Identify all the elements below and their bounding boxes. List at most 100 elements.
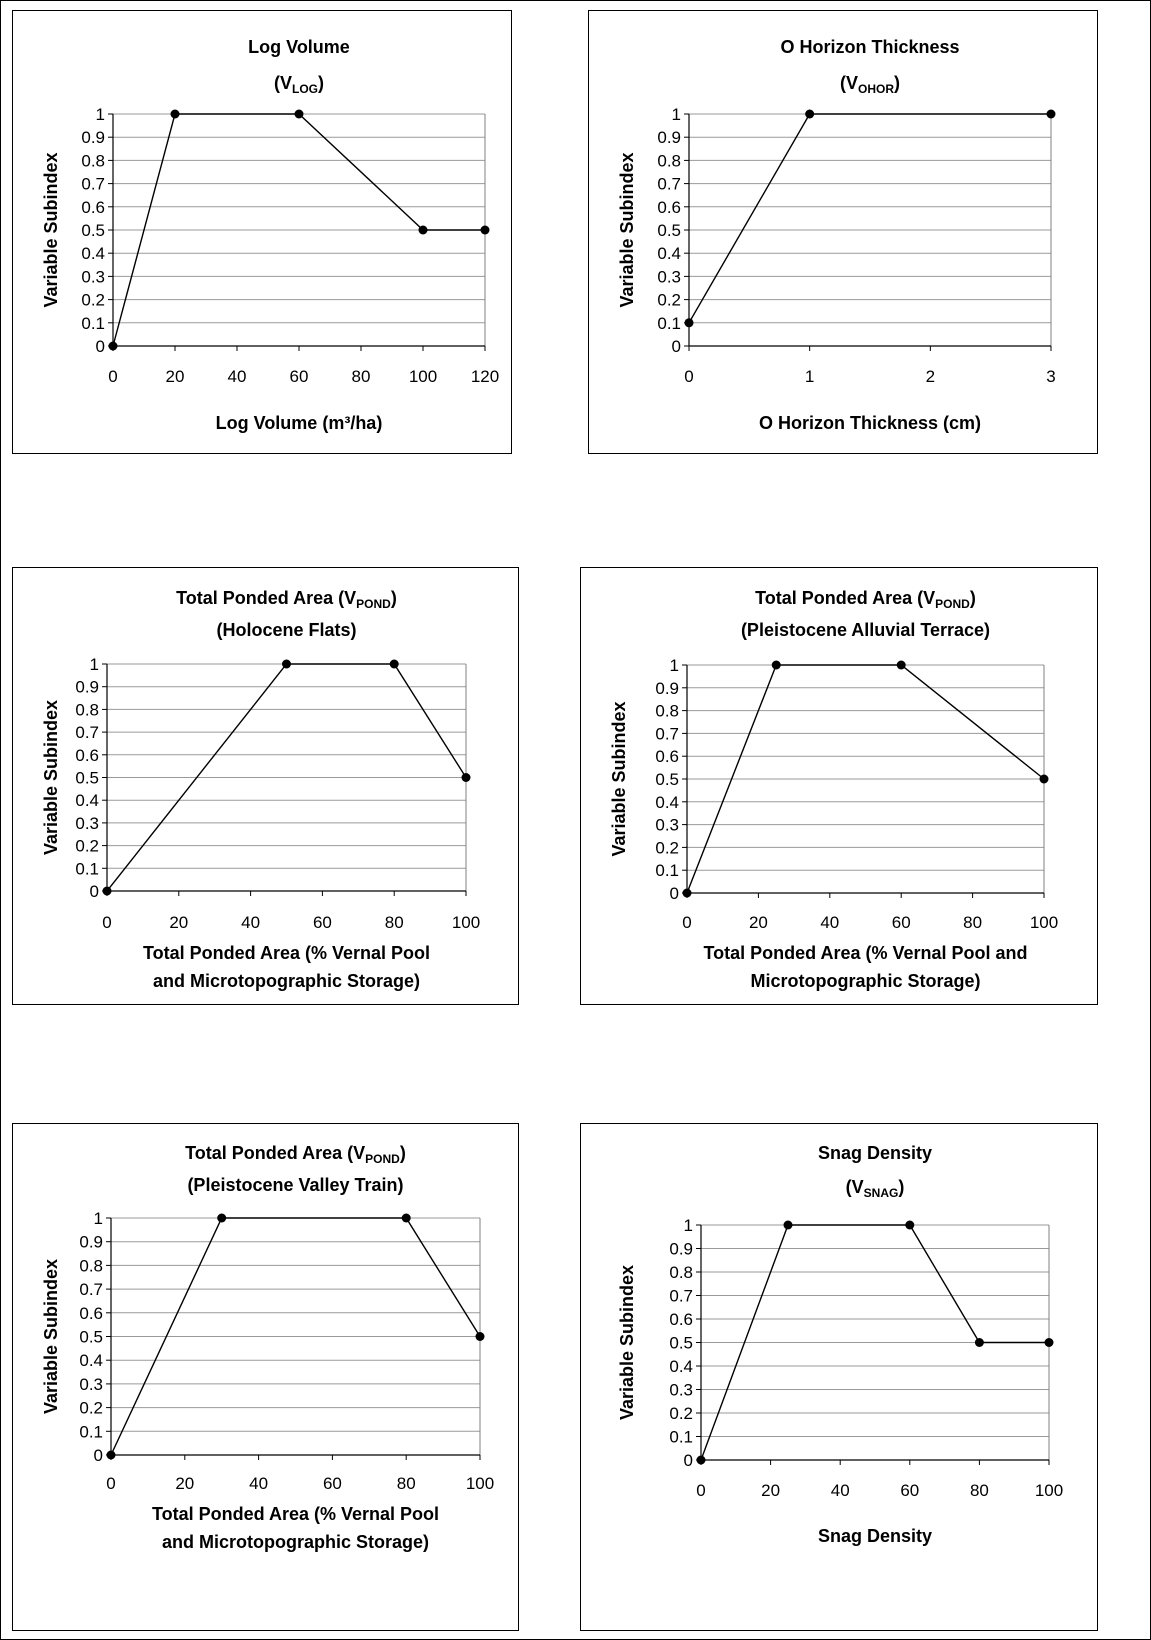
data-point [475, 1332, 485, 1341]
y-tick-label: 0.5 [81, 221, 105, 240]
y-tick-label: 0.2 [657, 291, 681, 310]
data-point [1044, 1338, 1054, 1347]
y-tick-label: 0.2 [655, 838, 679, 857]
y-tick-label: 0.8 [657, 151, 681, 170]
y-tick-label: 0.3 [669, 1381, 693, 1400]
y-tick-label: 0 [90, 882, 99, 901]
y-tick-label: 0.2 [75, 837, 99, 856]
y-tick-label: 0.8 [81, 151, 105, 170]
chart-title: O Horizon Thickness [780, 37, 959, 57]
data-point [217, 1213, 227, 1223]
y-axis-title: Variable Subindex [617, 152, 637, 307]
chart-title: Log Volume [248, 37, 350, 57]
y-tick-label: 0.2 [79, 1399, 103, 1418]
y-tick-label: 0.6 [669, 1310, 693, 1329]
y-tick-label: 0.4 [657, 244, 681, 263]
y-axis-title: Variable Subindex [41, 152, 61, 307]
y-tick-label: 0.3 [655, 816, 679, 835]
data-point [170, 109, 180, 119]
x-tick-label: 2 [926, 367, 935, 386]
chart-svg: Log Volume (VLOG) 0 0.1 0.2 0.3 0.4 0.5 0.6 0.7 0.… [41, 37, 499, 433]
y-tick-label: 0.6 [81, 198, 105, 217]
x-tick-label: 0 [682, 913, 691, 932]
x-tick-label: 0 [102, 913, 111, 932]
x-tick-label: 100 [1030, 913, 1058, 932]
y-tick-label: 0.6 [75, 746, 99, 765]
x-tick-label: 20 [175, 1474, 194, 1493]
chart-subtitle: (Holocene Flats) [216, 620, 356, 640]
data-point [461, 773, 471, 782]
x-tick-label: 100 [466, 1474, 494, 1493]
x-tick-label: 40 [228, 367, 247, 386]
y-tick-label: 0.1 [669, 1428, 693, 1447]
x-axis-title: Log Volume (m³/ha) [216, 413, 383, 433]
x-tick-label: 1 [805, 367, 814, 386]
y-tick-label: 1 [90, 655, 99, 674]
y-axis-title: Variable Subindex [41, 700, 61, 855]
data-point [696, 1455, 706, 1465]
y-tick-label: 0.4 [655, 793, 679, 812]
data-point [783, 1220, 793, 1230]
y-tick-label: 0.9 [655, 679, 679, 698]
y-tick-label: 0.7 [81, 175, 105, 194]
data-point [389, 659, 399, 669]
y-tick-label: 0.7 [655, 724, 679, 743]
x-tick-label: 80 [397, 1474, 416, 1493]
chart-title: Total Ponded Area (VPOND) [176, 588, 397, 611]
y-tick-label: 0.6 [79, 1304, 103, 1323]
series-line [106, 663, 467, 892]
y-tick-label: 1 [684, 1216, 693, 1235]
series-line [110, 1217, 481, 1456]
x-tick-label: 120 [471, 367, 499, 386]
x-tick-label: 20 [749, 913, 768, 932]
data-point [294, 109, 304, 119]
data-point [684, 318, 694, 328]
y-tick-label: 0.7 [657, 175, 681, 194]
chart-log-volume: Log Volume (VLOG) 0 0.1 0.2 0.3 0.4 0.5 0.6 0.7 0.… [12, 10, 512, 454]
y-tick-label: 0.6 [655, 747, 679, 766]
y-tick-label: 0.1 [75, 859, 99, 878]
x-tick-label: 20 [169, 913, 188, 932]
x-tick-label: 0 [106, 1474, 115, 1493]
chart-title: Total Ponded Area (VPOND) [185, 1143, 406, 1166]
chart-svg: O Horizon Thickness (VOHOR) 0 0.1 0.2 0.3 0.4 0… [617, 37, 1056, 433]
x-tick-label: 60 [323, 1474, 342, 1493]
y-tick-label: 0 [670, 884, 679, 903]
data-point [401, 1213, 411, 1223]
x-tick-label: 60 [892, 913, 911, 932]
y-tick-label: 0.7 [79, 1280, 103, 1299]
x-tick-label: 20 [761, 1481, 780, 1500]
x-tick-label: 0 [108, 367, 117, 386]
x-tick-label: 80 [963, 913, 982, 932]
data-point [282, 659, 291, 669]
y-tick-label: 1 [670, 656, 679, 675]
chart-subtitle: (Pleistocene Alluvial Terrace) [741, 620, 990, 640]
y-axis-title: Variable Subindex [617, 1265, 637, 1420]
y-tick-label: 1 [672, 105, 681, 124]
chart-svg: Total Ponded Area (VPOND) (Holocene Flats… [41, 588, 480, 991]
x-axis-title: Total Ponded Area (% Vernal Pool and [703, 943, 1027, 963]
chart-snag-density: Snag Density (VSNAG) 0 0.1 0.2 0.3 0.4 0.5 0.6 0.… [580, 1123, 1098, 1631]
y-tick-label: 0.1 [81, 314, 105, 333]
y-tick-label: 0.3 [657, 267, 681, 286]
x-axis-title: O Horizon Thickness (cm) [759, 413, 981, 433]
x-axis-title: and Microtopographic Storage) [153, 971, 420, 991]
chart-subtitle: (VLOG) [274, 73, 324, 96]
x-tick-label: 40 [820, 913, 839, 932]
data-point [682, 888, 692, 898]
y-tick-label: 0 [684, 1451, 693, 1470]
y-tick-label: 0.4 [75, 791, 99, 810]
chart-o-horizon-thickness: O Horizon Thickness (VOHOR) 0 0.1 0.2 0.3 0.4 0… [588, 10, 1098, 454]
y-tick-label: 0.7 [669, 1287, 693, 1306]
y-tick-label: 0 [94, 1446, 103, 1465]
y-tick-label: 0.5 [669, 1334, 693, 1353]
data-point [974, 1338, 984, 1347]
x-tick-label: 100 [409, 367, 437, 386]
y-tick-label: 0.5 [79, 1328, 103, 1347]
x-tick-label: 0 [696, 1481, 705, 1500]
x-tick-label: 40 [241, 913, 260, 932]
y-tick-label: 0.4 [81, 244, 105, 263]
y-tick-label: 0.1 [655, 861, 679, 880]
data-point [1039, 774, 1049, 784]
data-point [1046, 109, 1056, 119]
